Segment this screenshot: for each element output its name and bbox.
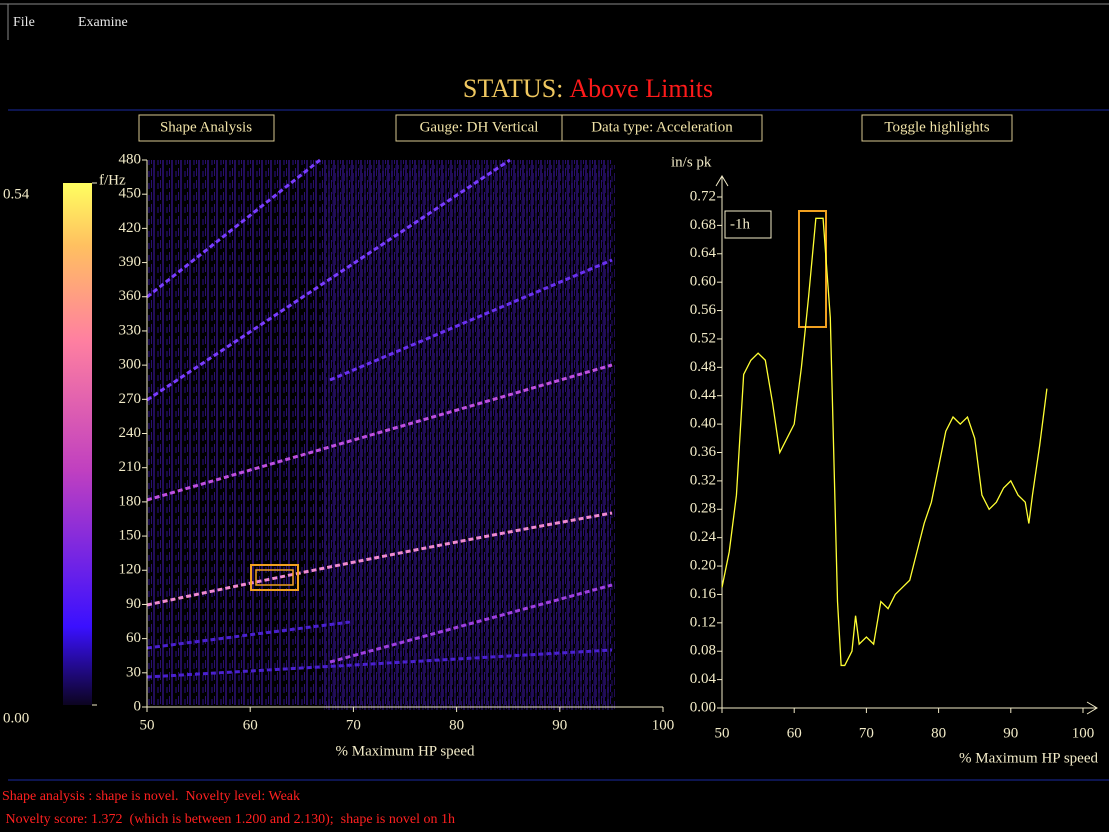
x-tick-label: 60 — [787, 725, 802, 741]
y-tick-label: 0.44 — [690, 387, 717, 403]
x-tick-label: 90 — [552, 717, 567, 733]
data-line — [721, 217, 1048, 667]
order-line — [146, 158, 321, 299]
button-label[interactable]: Gauge: DH Vertical — [420, 119, 539, 135]
y-tick-label: 360 — [119, 288, 142, 304]
y-tick-label: 60 — [126, 630, 141, 646]
y-tick-label: 300 — [119, 357, 142, 373]
button[interactable] — [561, 114, 763, 142]
y-tick-label: 0.60 — [690, 274, 716, 290]
spectrogram — [324, 165, 616, 710]
y-tick-label: 0.48 — [690, 359, 716, 375]
y-tick-label: 90 — [126, 596, 141, 612]
colorbar — [63, 183, 92, 705]
button-label[interactable]: Shape Analysis — [160, 119, 252, 135]
y-tick-label: 120 — [119, 562, 142, 578]
annotation: -1h — [730, 216, 750, 232]
highlight-box — [255, 569, 294, 586]
y-tick-label: 0.04 — [690, 671, 717, 687]
y-tick-label: 450 — [119, 186, 142, 202]
x-tick-label: 50 — [140, 717, 155, 733]
y-axis-label: in/s pk — [671, 154, 712, 170]
y-tick-label: 330 — [119, 322, 142, 338]
order-line — [146, 620, 351, 650]
order-lines — [146, 158, 613, 679]
y-tick-label: 30 — [126, 664, 141, 680]
message: Shape analysis : shape is novel. Novelty… — [2, 789, 300, 804]
y-tick-label: 0.56 — [690, 302, 717, 318]
x-tick-label: 50 — [715, 725, 730, 741]
x-tick-label: 90 — [1003, 725, 1018, 741]
menu-item[interactable]: File — [13, 15, 35, 30]
y-tick-label: 0.24 — [690, 529, 717, 545]
y-tick-label: 0.12 — [690, 614, 716, 630]
order-line — [329, 583, 613, 664]
y-tick-label: 0.08 — [690, 643, 716, 659]
button-label[interactable]: Toggle highlights — [884, 119, 989, 135]
y-tick-label: 390 — [119, 254, 142, 270]
highlight-box — [250, 564, 299, 591]
annotation-box — [724, 210, 772, 239]
y-tick-label: 0.20 — [690, 557, 716, 573]
y-tick-label: 0.32 — [690, 472, 716, 488]
x-tick-label: 70 — [859, 725, 874, 741]
highlight-box — [798, 210, 827, 328]
y-tick-label: 0.40 — [690, 416, 716, 432]
y-tick-label: 240 — [119, 425, 142, 441]
y-tick-label: 180 — [119, 493, 142, 509]
x-tick-label: 100 — [1072, 725, 1095, 741]
y-tick-label: 420 — [119, 220, 142, 236]
colorbar-tick-label: 0.54 — [3, 186, 30, 202]
x-tick-label: 80 — [449, 717, 464, 733]
axis-arrow — [715, 175, 729, 187]
y-tick-label: 0.00 — [690, 699, 716, 715]
status-label: STATUS: — [463, 74, 564, 103]
status-value: Above Limits — [569, 74, 713, 103]
order-line — [146, 648, 613, 679]
x-tick-label: 60 — [243, 717, 258, 733]
x-tick-label: 80 — [931, 725, 946, 741]
order-line — [329, 258, 613, 382]
menu-item[interactable]: Examine — [78, 15, 128, 30]
y-tick-label: 0.64 — [690, 245, 717, 261]
menu-bar — [0, 0, 1109, 40]
y-tick-label: 0.16 — [690, 586, 717, 602]
x-tick-label: 70 — [346, 717, 361, 733]
y-axis-label: f/Hz — [99, 172, 126, 188]
x-axis-label: % Maximum HP speed — [335, 743, 475, 759]
order-line — [146, 158, 511, 402]
message: Novelty score: 1.372 (which is between 1… — [2, 812, 455, 827]
axis-arrow — [1086, 701, 1098, 715]
status: STATUS: Above Limits — [463, 74, 713, 103]
order-line — [146, 511, 613, 607]
y-tick-label: 270 — [119, 391, 142, 407]
y-tick-label: 0 — [134, 698, 142, 714]
x-tick-label: 100 — [652, 717, 675, 733]
y-tick-label: 0.28 — [690, 501, 716, 517]
button[interactable] — [861, 114, 1013, 142]
y-tick-label: 210 — [119, 459, 142, 475]
order-line — [146, 363, 613, 502]
y-tick-label: 150 — [119, 528, 142, 544]
button-label[interactable]: Data type: Acceleration — [591, 119, 733, 135]
y-tick-label: 0.36 — [690, 444, 717, 460]
y-tick-label: 480 — [119, 151, 142, 167]
y-tick-label: 0.68 — [690, 217, 716, 233]
y-tick-label: 0.52 — [690, 330, 716, 346]
button[interactable] — [138, 114, 275, 142]
y-tick-label: 0.72 — [690, 188, 716, 204]
colorbar-tick-label: 0.00 — [3, 710, 29, 726]
x-axis-label: % Maximum HP speed — [959, 750, 1099, 766]
